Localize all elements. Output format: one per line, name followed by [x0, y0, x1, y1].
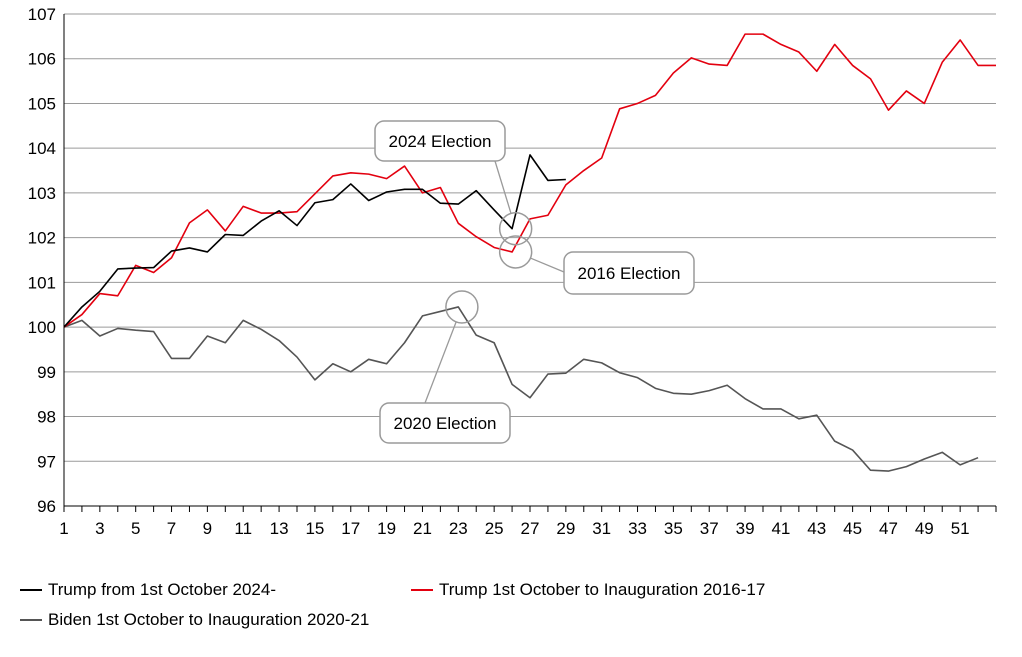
legend: Trump from 1st October 2024- Trump 1st O…	[0, 570, 1022, 650]
legend-label-biden-2020: Biden 1st October to Inauguration 2020-2…	[48, 610, 370, 629]
callout-2020-election: 2020 Election	[379, 290, 511, 444]
x-tick-label-45: 45	[843, 519, 862, 538]
x-tick-label-25: 25	[485, 519, 504, 538]
y-tick-label-105: 105	[28, 94, 56, 113]
y-tick-label-107: 107	[28, 5, 56, 24]
x-tick-label-43: 43	[807, 519, 826, 538]
callout-2020-election-circle	[445, 290, 479, 324]
x-tick-label-41: 41	[771, 519, 790, 538]
x-tick-label-1: 1	[59, 519, 68, 538]
legend-swatch-biden-2020	[20, 619, 42, 621]
callout-2020-election-leader	[424, 321, 457, 404]
series-lines	[63, 33, 996, 472]
x-tick-label-35: 35	[664, 519, 683, 538]
callouts: 2024 Election 2016 Election 2020 Election	[374, 120, 695, 444]
x-tick-label-27: 27	[521, 519, 540, 538]
x-tick-label-19: 19	[377, 519, 396, 538]
x-tick-label-15: 15	[305, 519, 324, 538]
callout-2024-election: 2024 Election	[374, 120, 533, 246]
series-line-trump-2024	[63, 154, 566, 328]
callout-2016-election-leader	[530, 257, 565, 273]
legend-swatch-trump-2024	[20, 589, 42, 591]
callout-2024-election-circle	[498, 211, 533, 246]
x-tick-label-11: 11	[234, 519, 252, 538]
y-tick-label-103: 103	[28, 184, 56, 203]
x-tick-label-37: 37	[700, 519, 719, 538]
callout-2024-election-text: 2024 Election	[388, 132, 491, 151]
y-tick-label-97: 97	[37, 452, 56, 471]
x-tick-label-49: 49	[915, 519, 934, 538]
legend-label-trump-2024: Trump from 1st October 2024-	[48, 580, 277, 599]
callout-2016-election-box	[563, 251, 695, 295]
y-tick-label-102: 102	[28, 229, 56, 248]
x-tick-label-39: 39	[736, 519, 755, 538]
x-tick-label-17: 17	[341, 519, 360, 538]
legend-label-trump-2016: Trump 1st October to Inauguration 2016-1…	[439, 580, 766, 599]
y-tick-label-106: 106	[28, 50, 56, 69]
x-tick-label-9: 9	[203, 519, 212, 538]
callout-2020-election-text: 2020 Election	[393, 414, 496, 433]
callout-2016-election-text: 2016 Election	[577, 264, 680, 283]
x-tick-label-21: 21	[413, 519, 432, 538]
legend-item-trump-2024: Trump from 1st October 2024-	[20, 580, 276, 600]
x-tick-label-5: 5	[131, 519, 140, 538]
callout-2024-election-box	[374, 120, 506, 162]
legend-item-trump-2016: Trump 1st October to Inauguration 2016-1…	[411, 580, 765, 600]
y-tick-label-100: 100	[28, 318, 56, 337]
y-tick-label-101: 101	[28, 273, 56, 292]
callout-2020-election-box	[379, 402, 511, 444]
series-line-trump-2016	[63, 33, 996, 328]
x-tick-label-7: 7	[167, 519, 176, 538]
x-tick-label-29: 29	[556, 519, 575, 538]
x-tick-label-47: 47	[879, 519, 898, 538]
x-tick-label-3: 3	[95, 519, 104, 538]
legend-swatch-trump-2016	[411, 589, 433, 591]
callout-2016-election-circle	[498, 235, 533, 269]
y-tick-label-96: 96	[37, 497, 56, 516]
y-tick-label-98: 98	[37, 408, 56, 427]
gridlines	[64, 13, 996, 462]
x-tick-label-33: 33	[628, 519, 647, 538]
callout-2024-election-leader	[494, 160, 512, 214]
callout-2016-election: 2016 Election	[498, 235, 695, 295]
y-tick-label-104: 104	[28, 139, 56, 158]
x-tick-label-31: 31	[592, 519, 611, 538]
x-tick-label-51: 51	[951, 519, 970, 538]
x-tick-label-13: 13	[270, 519, 289, 538]
x-tick-label-23: 23	[449, 519, 468, 538]
series-line-biden-2020	[63, 306, 979, 472]
y-tick-label-99: 99	[37, 363, 56, 382]
legend-item-biden-2020: Biden 1st October to Inauguration 2020-2…	[20, 610, 369, 630]
